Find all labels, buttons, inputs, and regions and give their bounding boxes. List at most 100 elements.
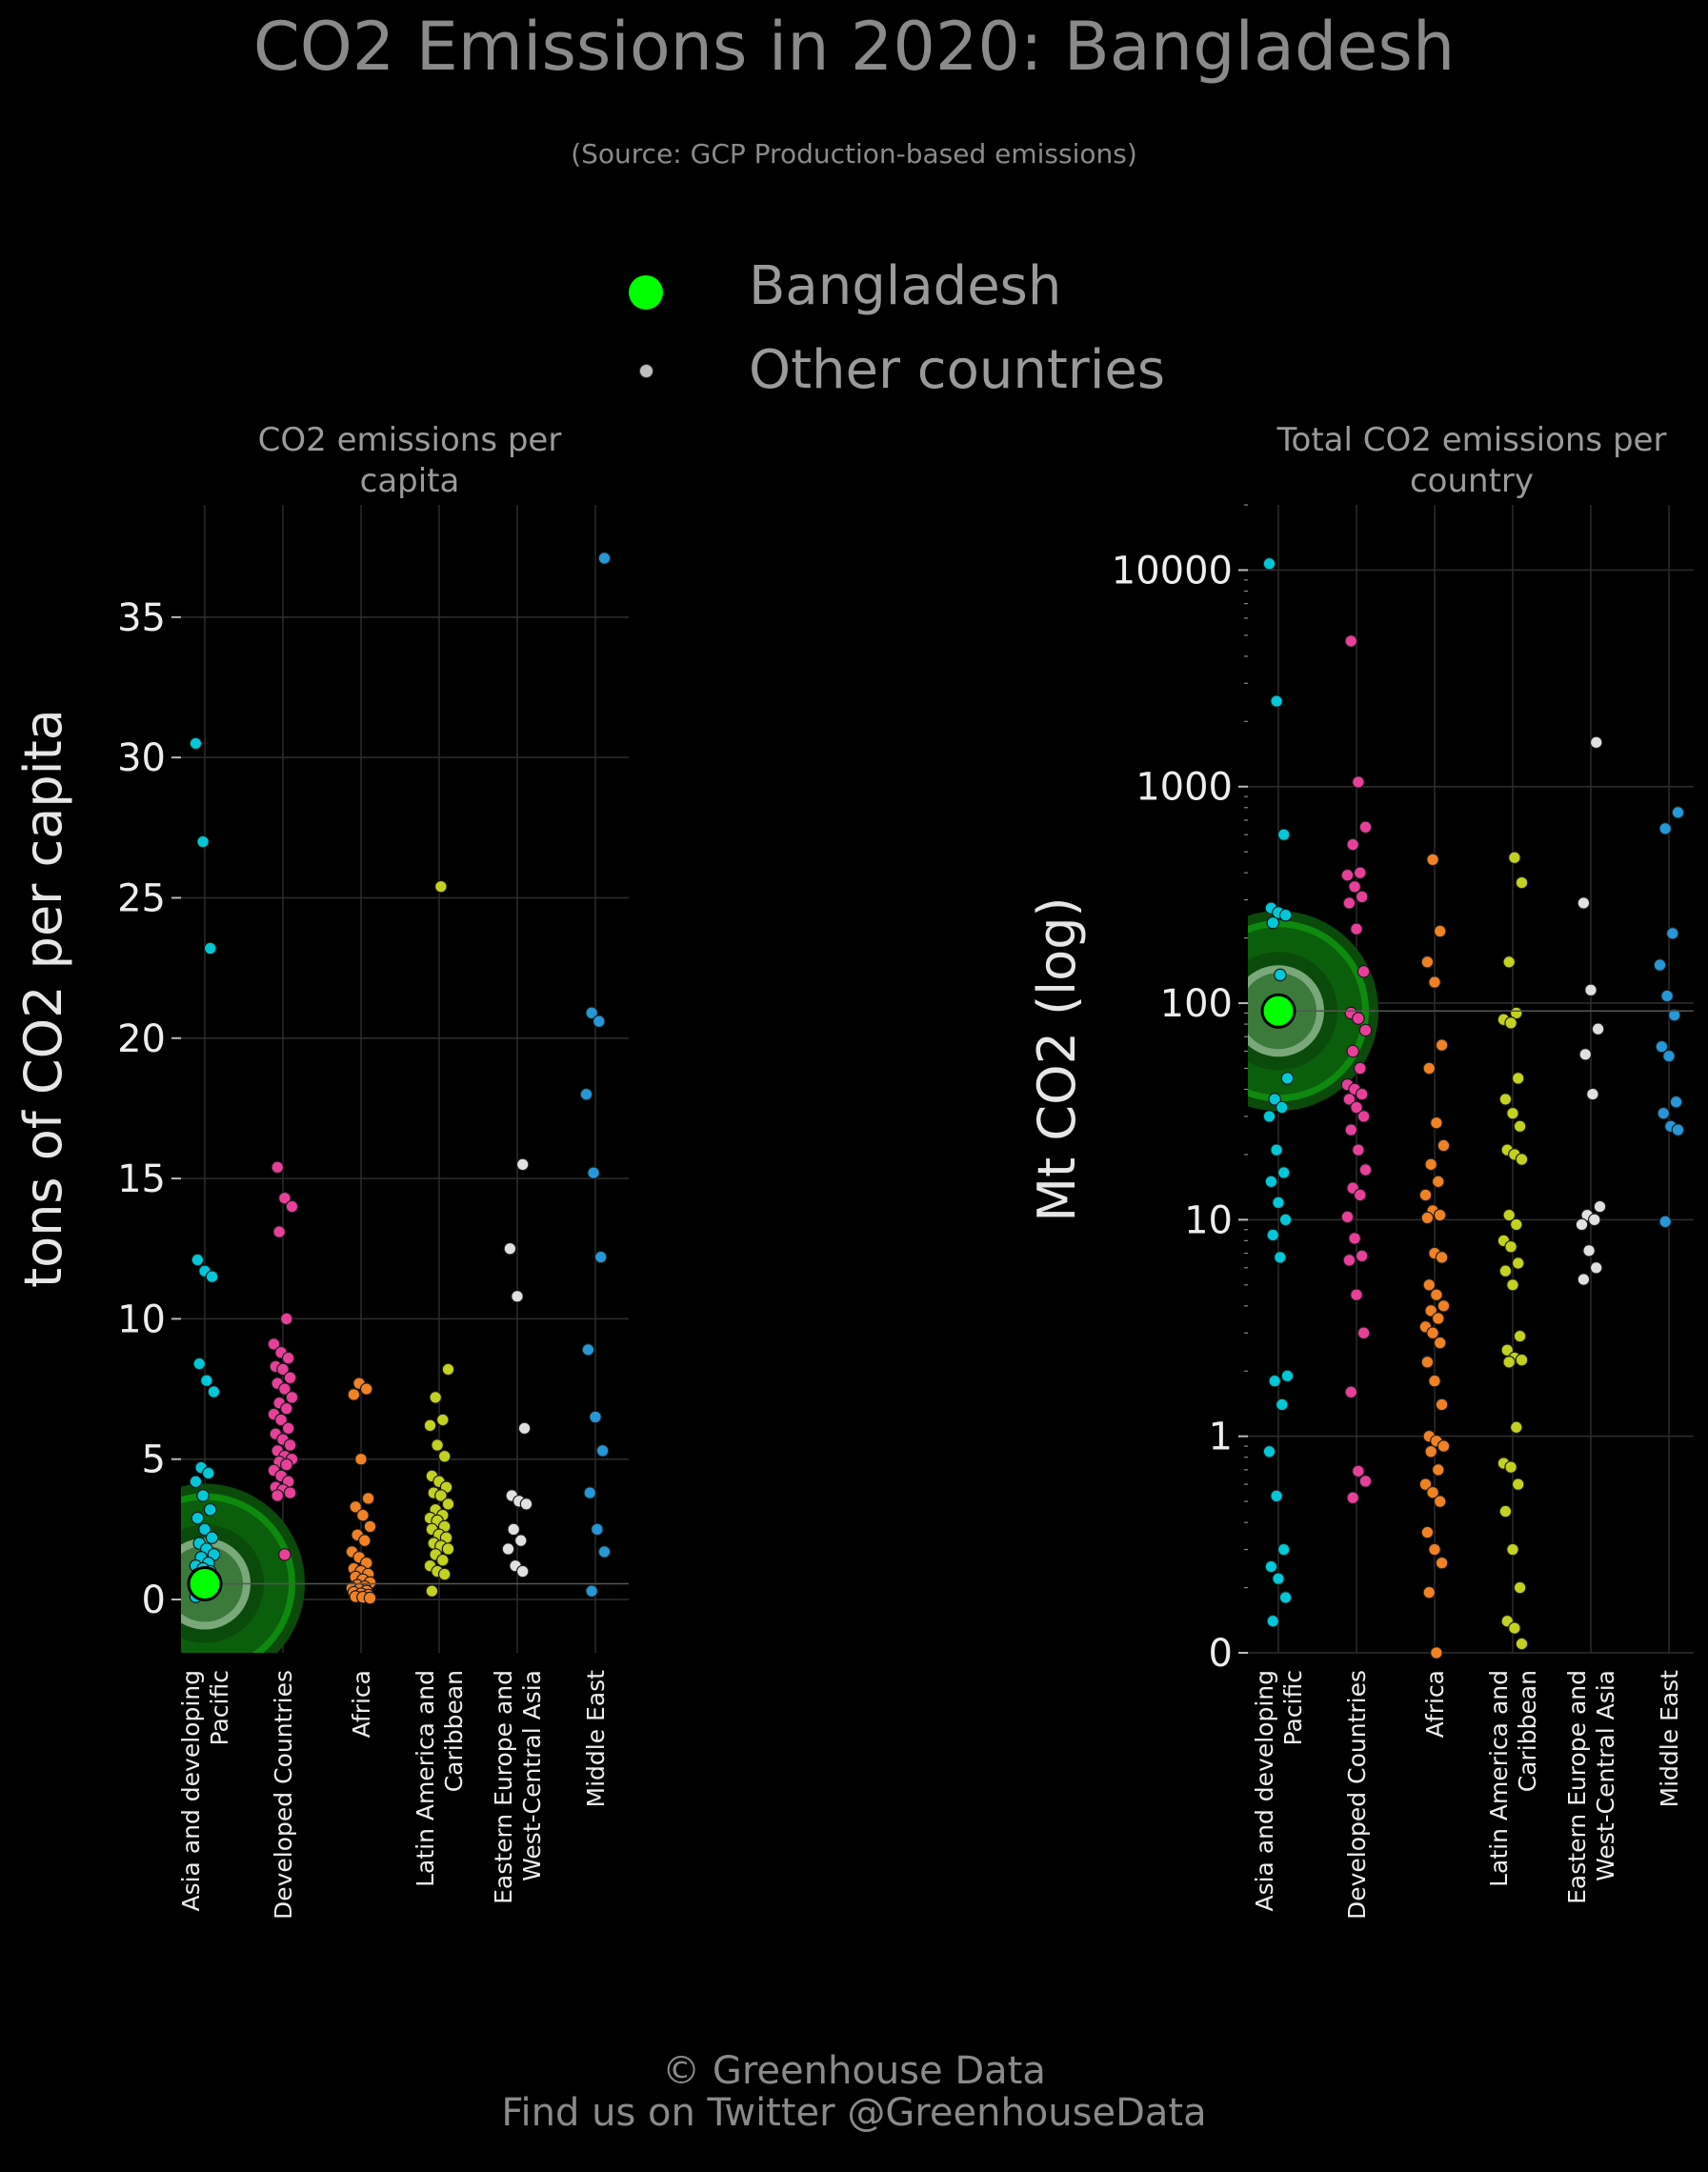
- data-point: [581, 1343, 595, 1357]
- y-tick-label: 30: [117, 736, 166, 780]
- data-point: [1671, 806, 1685, 819]
- data-point: [1344, 1385, 1358, 1399]
- data-point: [1506, 1542, 1519, 1557]
- data-point: [1667, 1008, 1681, 1022]
- x-category-label-line: Africa: [1421, 1670, 1449, 1738]
- data-point: [1655, 1039, 1669, 1054]
- data-point: [1669, 1095, 1683, 1109]
- data-point: [1515, 1353, 1529, 1367]
- data-point: [1278, 908, 1293, 922]
- data-point: [278, 1191, 291, 1205]
- data-point: [1671, 1123, 1685, 1136]
- right-panel-title: Total CO2 emissions per country: [1276, 421, 1667, 500]
- y-tick-label: 5: [142, 1438, 166, 1482]
- data-point: [1593, 1199, 1607, 1214]
- data-point: [1280, 1072, 1295, 1085]
- data-point: [1502, 1356, 1516, 1369]
- x-category-label-line: Latin America and: [1485, 1670, 1513, 1887]
- x-category-label: Developed Countries: [1343, 1670, 1371, 1920]
- data-point: [1433, 1336, 1447, 1350]
- data-point: [191, 1511, 205, 1525]
- x-category-label-line: Middle East: [1656, 1670, 1683, 1808]
- x-category-label-line: Africa: [348, 1670, 375, 1738]
- data-point: [1420, 955, 1435, 969]
- data-point: [1356, 1326, 1371, 1340]
- data-point: [1346, 1044, 1359, 1058]
- data-point: [198, 1522, 211, 1537]
- data-point: [1355, 890, 1369, 904]
- data-point: [1515, 1153, 1529, 1166]
- data-point: [1342, 1093, 1356, 1106]
- data-point: [279, 1312, 293, 1326]
- data-point: [585, 1584, 598, 1598]
- x-category-label-line: Asia and developing: [177, 1670, 205, 1912]
- footer-copyright: © Greenhouse Data: [662, 2049, 1046, 2093]
- data-point: [1350, 1100, 1363, 1115]
- data-point: [1502, 1208, 1516, 1222]
- x-category-label: Africa: [348, 1670, 375, 1738]
- data-point: [200, 1374, 213, 1388]
- data-point: [279, 1458, 293, 1472]
- data-point: [517, 1421, 532, 1436]
- data-point: [441, 1498, 455, 1511]
- data-point: [435, 1413, 450, 1427]
- data-point: [1578, 1048, 1593, 1061]
- data-point: [192, 1357, 207, 1371]
- data-point: [1264, 1559, 1278, 1574]
- x-category-label-line: Pacific: [206, 1670, 233, 1745]
- data-point: [591, 1522, 604, 1537]
- data-point: [1276, 1398, 1289, 1412]
- data-point: [1346, 1491, 1359, 1505]
- data-point: [361, 1492, 375, 1505]
- data-point: [1278, 1591, 1293, 1604]
- y-tick-label: 35: [117, 596, 166, 640]
- data-point: [1513, 1580, 1527, 1595]
- data-point: [274, 1413, 288, 1427]
- data-point: [425, 1584, 439, 1598]
- x-category-label: Latin America and Caribbean: [412, 1670, 468, 1887]
- data-point: [354, 1452, 368, 1466]
- data-point: [1511, 1257, 1525, 1270]
- data-point: [1653, 958, 1667, 972]
- data-point: [359, 1382, 373, 1396]
- data-point: [1276, 828, 1291, 841]
- data-point: [1435, 1251, 1449, 1264]
- data-point: [278, 1548, 291, 1561]
- data-point: [207, 1385, 221, 1398]
- data-point: [1348, 880, 1361, 894]
- data-point: [1589, 735, 1603, 750]
- data-point: [203, 1502, 217, 1517]
- data-point: [1426, 1485, 1439, 1499]
- data-point: [1352, 1012, 1365, 1025]
- data-point: [1575, 1217, 1589, 1232]
- chart-subtitle: (Source: GCP Production-based emissions): [571, 138, 1137, 170]
- data-point: [1340, 868, 1355, 882]
- data-point: [196, 1489, 210, 1502]
- data-point: [1657, 1106, 1671, 1120]
- data-point: [189, 736, 203, 751]
- data-point: [1435, 1038, 1449, 1052]
- data-point: [1584, 983, 1597, 997]
- data-point: [434, 1489, 448, 1502]
- data-point: [1435, 1556, 1449, 1570]
- data-point: [1355, 1087, 1369, 1101]
- data-point: [441, 1362, 455, 1377]
- data-point: [515, 1564, 530, 1579]
- data-point: [1428, 1374, 1441, 1388]
- data-point: [1356, 965, 1371, 978]
- data-point: [592, 1015, 606, 1028]
- data-point: [1498, 1093, 1513, 1106]
- y-tick-label: 0: [142, 1579, 166, 1622]
- data-point: [196, 835, 210, 849]
- data-point: [1437, 1138, 1451, 1153]
- data-point: [1344, 634, 1358, 648]
- data-point: [1272, 1572, 1285, 1585]
- data-point: [1660, 989, 1674, 1003]
- data-point: [1433, 924, 1447, 938]
- x-category-label: Asia and developing Pacific: [1251, 1670, 1307, 1912]
- data-point: [1266, 1614, 1280, 1628]
- data-point: [1280, 1369, 1295, 1383]
- data-point: [597, 552, 612, 565]
- data-point: [1270, 694, 1283, 708]
- data-point: [1432, 1312, 1445, 1325]
